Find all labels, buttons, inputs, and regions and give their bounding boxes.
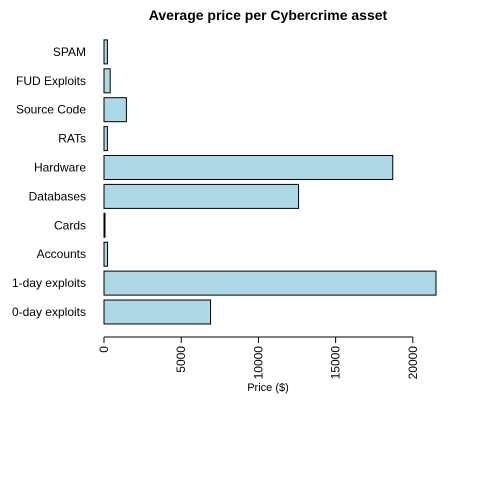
category-label-rats: RATs <box>58 132 86 146</box>
x-axis-title: Price ($) <box>247 382 289 394</box>
category-label-1-day-exploits: 1-day exploits <box>12 276 86 290</box>
category-label-spam: SPAM <box>53 45 86 59</box>
chart-title: Average price per Cybercrime asset <box>149 7 388 23</box>
bar-0-day-exploits <box>103 299 212 325</box>
bar-hardware <box>103 155 394 180</box>
x-tick-label-15000: 15000 <box>329 346 343 380</box>
x-tick-label-0: 0 <box>97 346 111 353</box>
category-label-fud-exploits: FUD Exploits <box>16 74 86 88</box>
category-label-cards: Cards <box>54 218 86 232</box>
bar-accounts <box>103 241 109 267</box>
bar-fud-exploits <box>103 68 111 94</box>
category-label-source-code: Source Code <box>16 103 86 117</box>
bar-source-code <box>103 97 127 123</box>
bar-databases <box>103 183 300 209</box>
category-labels: 0-day exploits 1-day exploits Accounts Card… <box>12 45 86 319</box>
bar-spam <box>103 39 108 65</box>
bar-rats <box>103 126 108 152</box>
bar-cards <box>103 212 106 238</box>
category-label-accounts: Accounts <box>37 247 86 261</box>
x-tick-label-5000: 5000 <box>174 346 188 373</box>
x-tick-label-10000: 10000 <box>251 346 265 380</box>
category-label-hardware: Hardware <box>34 161 86 175</box>
bars <box>103 39 437 325</box>
bar-1-day-exploits <box>103 270 437 296</box>
x-axis: 0 5000 10000 15000 20000 <box>97 336 420 380</box>
category-label-databases: Databases <box>29 189 86 203</box>
x-tick-label-20000: 20000 <box>406 346 420 380</box>
category-label-0-day-exploits: 0-day exploits <box>12 305 86 319</box>
